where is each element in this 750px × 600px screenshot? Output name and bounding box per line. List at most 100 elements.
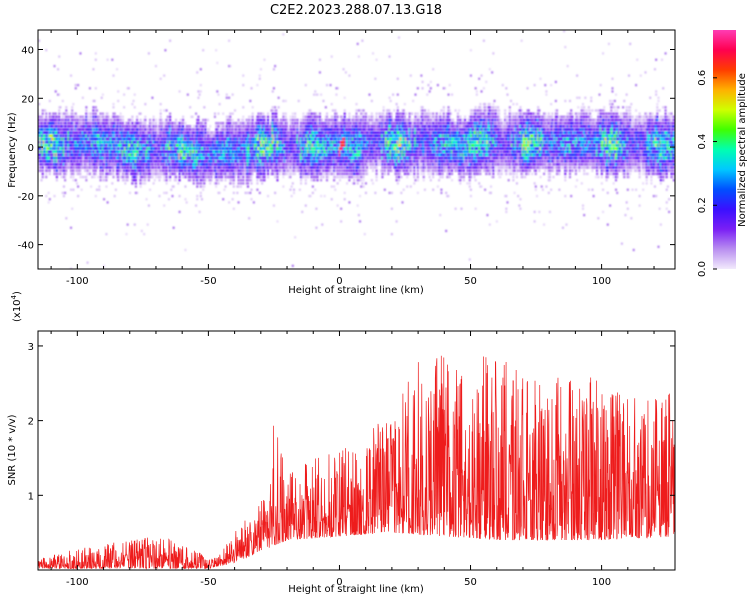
spectrogram-cell [106, 147, 109, 150]
spectrogram-cell [54, 112, 57, 115]
spectrogram-cell [71, 118, 74, 122]
spectrogram-cell [110, 150, 113, 153]
spectrogram-cell [301, 131, 304, 134]
spectrogram-cell [283, 144, 286, 147]
spectrogram-cell [189, 137, 192, 141]
spectrogram-cell [61, 147, 64, 150]
spectrogram-cell [249, 153, 252, 157]
spectrogram-cell [233, 166, 237, 169]
spectrogram-cell [178, 160, 181, 163]
spectrogram-cell [75, 144, 79, 147]
spectrogram-cell [86, 144, 89, 147]
spectrogram-cell [135, 153, 139, 157]
spectrogram-cell [324, 134, 327, 138]
spectrogram-cell [338, 179, 342, 182]
spectrogram-cell [128, 153, 132, 157]
spectrogram-cell [193, 160, 196, 163]
spectrogram-cell [291, 169, 294, 172]
spectrogram-cell [207, 179, 211, 182]
spectrogram-cell [204, 175, 207, 179]
spectrogram-cell [113, 150, 116, 153]
spectrogram-cell [278, 150, 281, 153]
spectrogram-cell [217, 125, 220, 128]
spectrogram-cell [58, 169, 61, 172]
spectrogram-cell [121, 166, 125, 169]
spectrogram-cell [298, 156, 301, 160]
spectrogram-cell [79, 125, 82, 128]
spectrogram-cell [128, 128, 132, 131]
spectrogram-cell [145, 172, 148, 176]
spectrogram-cell [141, 166, 145, 169]
spectrogram-cell [257, 134, 260, 138]
spectrogram-cell [77, 134, 80, 138]
spectrogram-cell [323, 156, 326, 160]
spectrogram-cell [331, 109, 335, 112]
spectrogram-cell [71, 112, 74, 115]
spectrogram-cell [104, 128, 107, 131]
spectrogram-cell [294, 150, 297, 153]
spectrogram-cell [320, 128, 323, 131]
spectrogram-cell [108, 156, 112, 160]
spectrogram-cell [337, 121, 340, 125]
spectrogram-cell [164, 144, 167, 147]
spectrogram-cell [165, 137, 168, 141]
spectrogram-cell [250, 140, 253, 144]
spectrogram-cell [58, 147, 61, 150]
spectrogram-cell [140, 172, 143, 176]
spectrogram-cell [278, 166, 281, 169]
spectrogram-cell [302, 125, 305, 128]
spectrogram-cell [39, 150, 42, 153]
spectrogram-cell [199, 160, 202, 163]
spectrogram-cell [263, 121, 266, 125]
spectrogram-cell [314, 188, 317, 191]
spectrogram-cell [80, 131, 83, 134]
spectrogram-cell [94, 156, 97, 160]
spectrogram-cell [187, 125, 191, 128]
spectrogram-cell [118, 128, 121, 131]
spectrogram-cell [278, 160, 281, 163]
spectrogram-cell [173, 150, 176, 153]
spectrogram-cell [80, 137, 83, 141]
spectrogram-cell [226, 160, 230, 163]
spectrogram-cell [307, 144, 310, 147]
spectrogram-cell [258, 163, 261, 166]
spectrogram-cell [100, 153, 103, 157]
spectrogram-cell [246, 156, 250, 160]
spectrogram-cell [49, 118, 53, 122]
spectrogram-cell [262, 147, 265, 150]
spectrogram-cell [315, 144, 318, 147]
spectrogram-cell [192, 169, 195, 172]
spectrogram-cell [89, 115, 93, 119]
spectrogram-cell [259, 172, 263, 176]
spectrogram-cell [128, 131, 132, 134]
spectrogram-cell [225, 118, 228, 122]
spectrogram-cell [145, 163, 148, 166]
spectrogram-cell [59, 150, 62, 153]
spectrogram-cell [242, 175, 245, 179]
spectrogram-cell [198, 172, 201, 176]
spectrogram-cell [318, 172, 322, 176]
spectrogram-cell [206, 156, 209, 160]
spectrogram-cell [154, 134, 158, 138]
spectrogram-cell [328, 128, 331, 131]
spectrogram-cell [41, 137, 44, 141]
spectrogram-cell [263, 153, 266, 157]
spectrogram-cell [244, 137, 247, 141]
spectrogram-cell [210, 147, 213, 150]
spectrogram-cell [285, 121, 288, 125]
spectrogram-cell [183, 156, 186, 160]
spectrogram-cell [274, 109, 277, 112]
spectrogram-cell [235, 131, 238, 134]
spectrogram-cell [279, 144, 283, 147]
spectrogram-cell [65, 118, 68, 122]
spectrogram-cell [217, 156, 220, 160]
spectrogram-cell [335, 112, 338, 115]
spectrogram-cell [146, 169, 149, 172]
spectrogram-cell [78, 121, 81, 125]
spectrogram-cell [315, 163, 318, 166]
spectrogram-cell [327, 163, 330, 166]
spectrogram-cell [318, 137, 322, 141]
spectrogram-cell [211, 131, 214, 134]
spectrogram-cell [264, 147, 267, 150]
spectrogram-cell [222, 125, 225, 128]
